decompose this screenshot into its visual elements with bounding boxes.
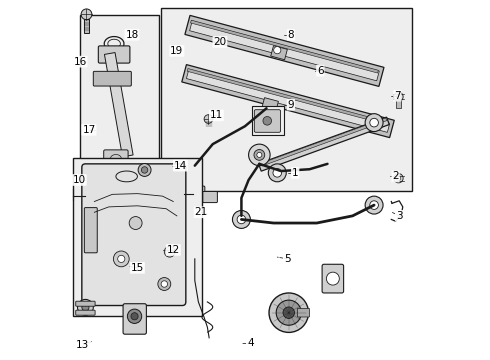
Text: 6: 6 — [317, 66, 323, 76]
Circle shape — [276, 300, 301, 325]
Text: 8: 8 — [288, 30, 294, 40]
Circle shape — [161, 281, 168, 287]
Text: 10: 10 — [73, 175, 86, 185]
Text: 17: 17 — [82, 125, 96, 135]
Polygon shape — [262, 98, 278, 112]
Text: 19: 19 — [170, 46, 183, 56]
Circle shape — [269, 164, 286, 182]
Circle shape — [396, 176, 401, 180]
FancyBboxPatch shape — [93, 71, 131, 86]
FancyBboxPatch shape — [395, 100, 401, 108]
FancyBboxPatch shape — [76, 310, 95, 315]
Circle shape — [326, 272, 339, 285]
Circle shape — [394, 92, 403, 102]
Polygon shape — [185, 15, 384, 86]
Text: 2: 2 — [392, 171, 399, 181]
FancyBboxPatch shape — [297, 309, 310, 317]
Text: 14: 14 — [174, 161, 187, 171]
Circle shape — [232, 211, 250, 228]
Text: 3: 3 — [396, 211, 402, 221]
Circle shape — [257, 152, 262, 157]
Circle shape — [370, 201, 378, 210]
Text: 13: 13 — [76, 340, 90, 350]
FancyBboxPatch shape — [123, 304, 147, 334]
Text: 20: 20 — [213, 37, 226, 47]
Circle shape — [131, 313, 138, 320]
Bar — [73, 158, 202, 316]
Circle shape — [158, 278, 171, 291]
Circle shape — [141, 167, 148, 173]
Bar — [252, 107, 285, 135]
Circle shape — [248, 144, 270, 166]
Text: 18: 18 — [125, 30, 139, 40]
Bar — [80, 15, 159, 198]
Polygon shape — [186, 70, 390, 132]
FancyBboxPatch shape — [104, 150, 128, 163]
Text: 15: 15 — [131, 263, 144, 273]
Polygon shape — [259, 117, 389, 171]
Circle shape — [273, 168, 282, 177]
Polygon shape — [190, 21, 379, 81]
Circle shape — [269, 293, 309, 332]
Circle shape — [396, 95, 401, 99]
Text: 16: 16 — [74, 57, 87, 67]
Text: 5: 5 — [284, 254, 291, 264]
Circle shape — [113, 251, 129, 267]
FancyBboxPatch shape — [192, 186, 205, 201]
FancyBboxPatch shape — [82, 164, 186, 306]
FancyBboxPatch shape — [84, 19, 89, 33]
Polygon shape — [187, 68, 389, 125]
Text: 4: 4 — [247, 338, 254, 348]
Circle shape — [365, 114, 383, 132]
Circle shape — [204, 115, 213, 123]
Circle shape — [138, 163, 151, 176]
Circle shape — [283, 307, 294, 319]
Text: 11: 11 — [210, 111, 223, 121]
Polygon shape — [271, 46, 288, 60]
FancyBboxPatch shape — [76, 301, 95, 306]
Text: 21: 21 — [195, 207, 208, 217]
Circle shape — [118, 255, 125, 262]
Text: 9: 9 — [288, 100, 294, 110]
Circle shape — [237, 215, 245, 224]
Polygon shape — [182, 64, 394, 138]
Circle shape — [254, 149, 265, 160]
Bar — [161, 8, 412, 191]
Circle shape — [263, 117, 271, 125]
FancyBboxPatch shape — [203, 192, 218, 203]
Text: 12: 12 — [167, 245, 180, 255]
Polygon shape — [104, 53, 133, 157]
FancyBboxPatch shape — [84, 208, 97, 253]
FancyBboxPatch shape — [98, 46, 130, 63]
Circle shape — [127, 309, 142, 323]
Polygon shape — [191, 20, 378, 73]
Circle shape — [370, 118, 378, 127]
FancyBboxPatch shape — [254, 110, 280, 132]
Circle shape — [365, 196, 383, 214]
Circle shape — [394, 174, 403, 183]
Circle shape — [274, 46, 281, 54]
Circle shape — [81, 9, 92, 20]
Polygon shape — [261, 118, 387, 166]
Text: 7: 7 — [394, 91, 401, 101]
Circle shape — [77, 300, 93, 315]
Circle shape — [164, 246, 175, 257]
Text: 1: 1 — [292, 168, 298, 178]
FancyBboxPatch shape — [322, 264, 343, 293]
Circle shape — [129, 217, 142, 229]
Circle shape — [82, 304, 89, 311]
